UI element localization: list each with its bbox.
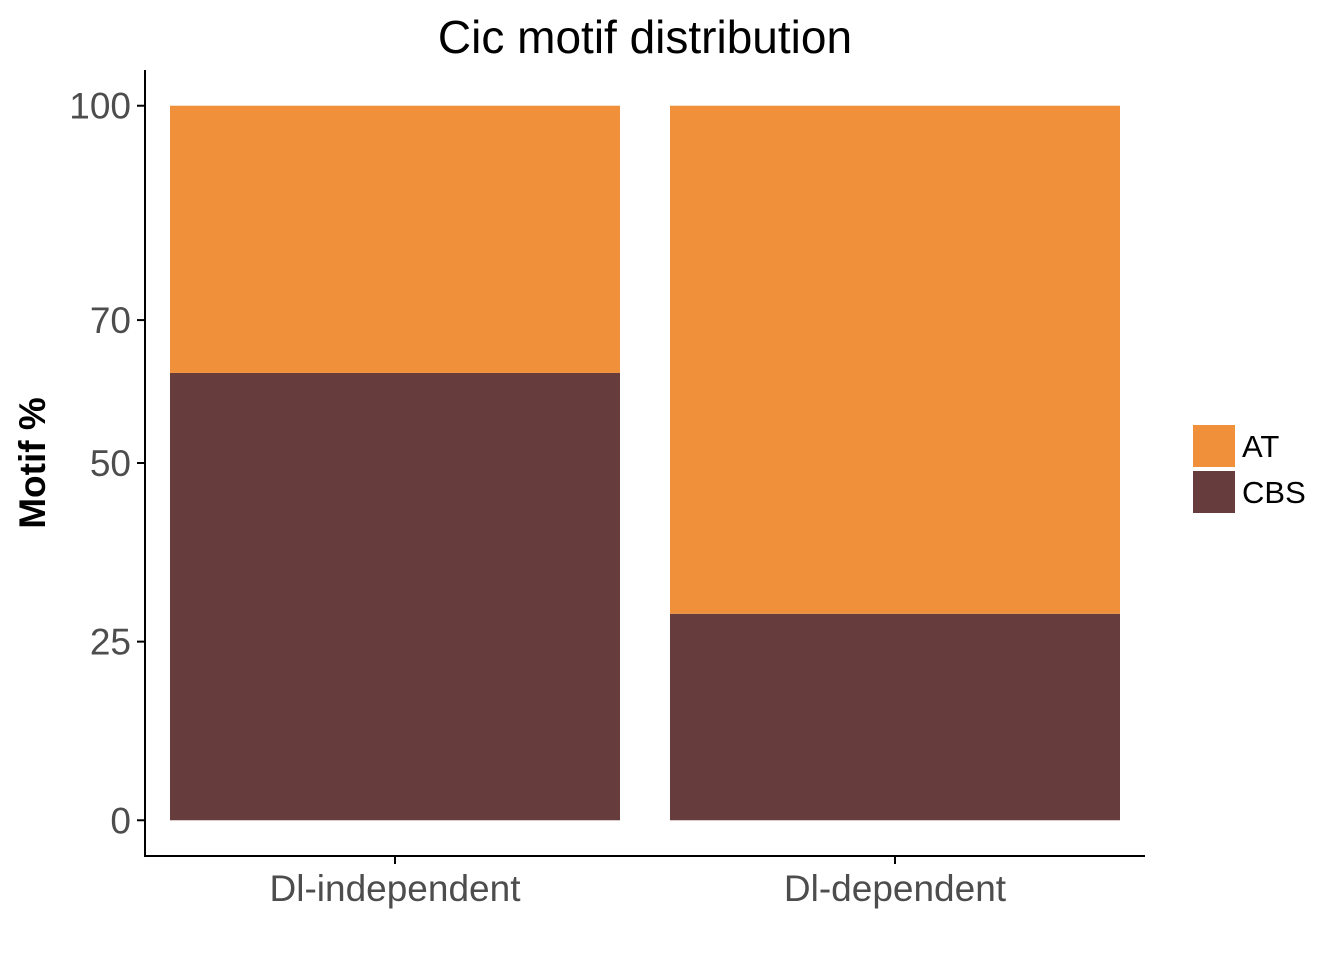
- y-tick-label: 70: [90, 300, 131, 341]
- x-tick-label: Dl-dependent: [784, 868, 1007, 909]
- legend-label-cbs: CBS: [1242, 475, 1306, 510]
- bar-cbs-dl-independent: [170, 372, 620, 821]
- y-tick-label: 25: [90, 622, 131, 663]
- bars-layer: [170, 105, 1120, 821]
- bar-cbs-dl-dependent: [670, 613, 1120, 821]
- bar-at-dl-independent: [170, 105, 620, 373]
- bar-at-dl-dependent: [670, 105, 1120, 614]
- legend: AT CBS: [1193, 425, 1306, 513]
- y-tick-label: 50: [90, 443, 131, 484]
- y-ticks-layer: 0 25 50 70 100: [69, 86, 145, 841]
- legend-key-at: [1193, 425, 1235, 467]
- legend-label-at: AT: [1242, 429, 1279, 464]
- y-axis-label: Motif %: [12, 397, 53, 529]
- x-tick-label: Dl-independent: [270, 868, 522, 909]
- chart-title: Cic motif distribution: [438, 11, 852, 63]
- y-tick-label: 0: [110, 800, 131, 841]
- x-ticks-layer: Dl-independent Dl-dependent: [270, 856, 1007, 909]
- legend-key-cbs: [1193, 471, 1235, 513]
- y-tick-label: 100: [69, 86, 131, 127]
